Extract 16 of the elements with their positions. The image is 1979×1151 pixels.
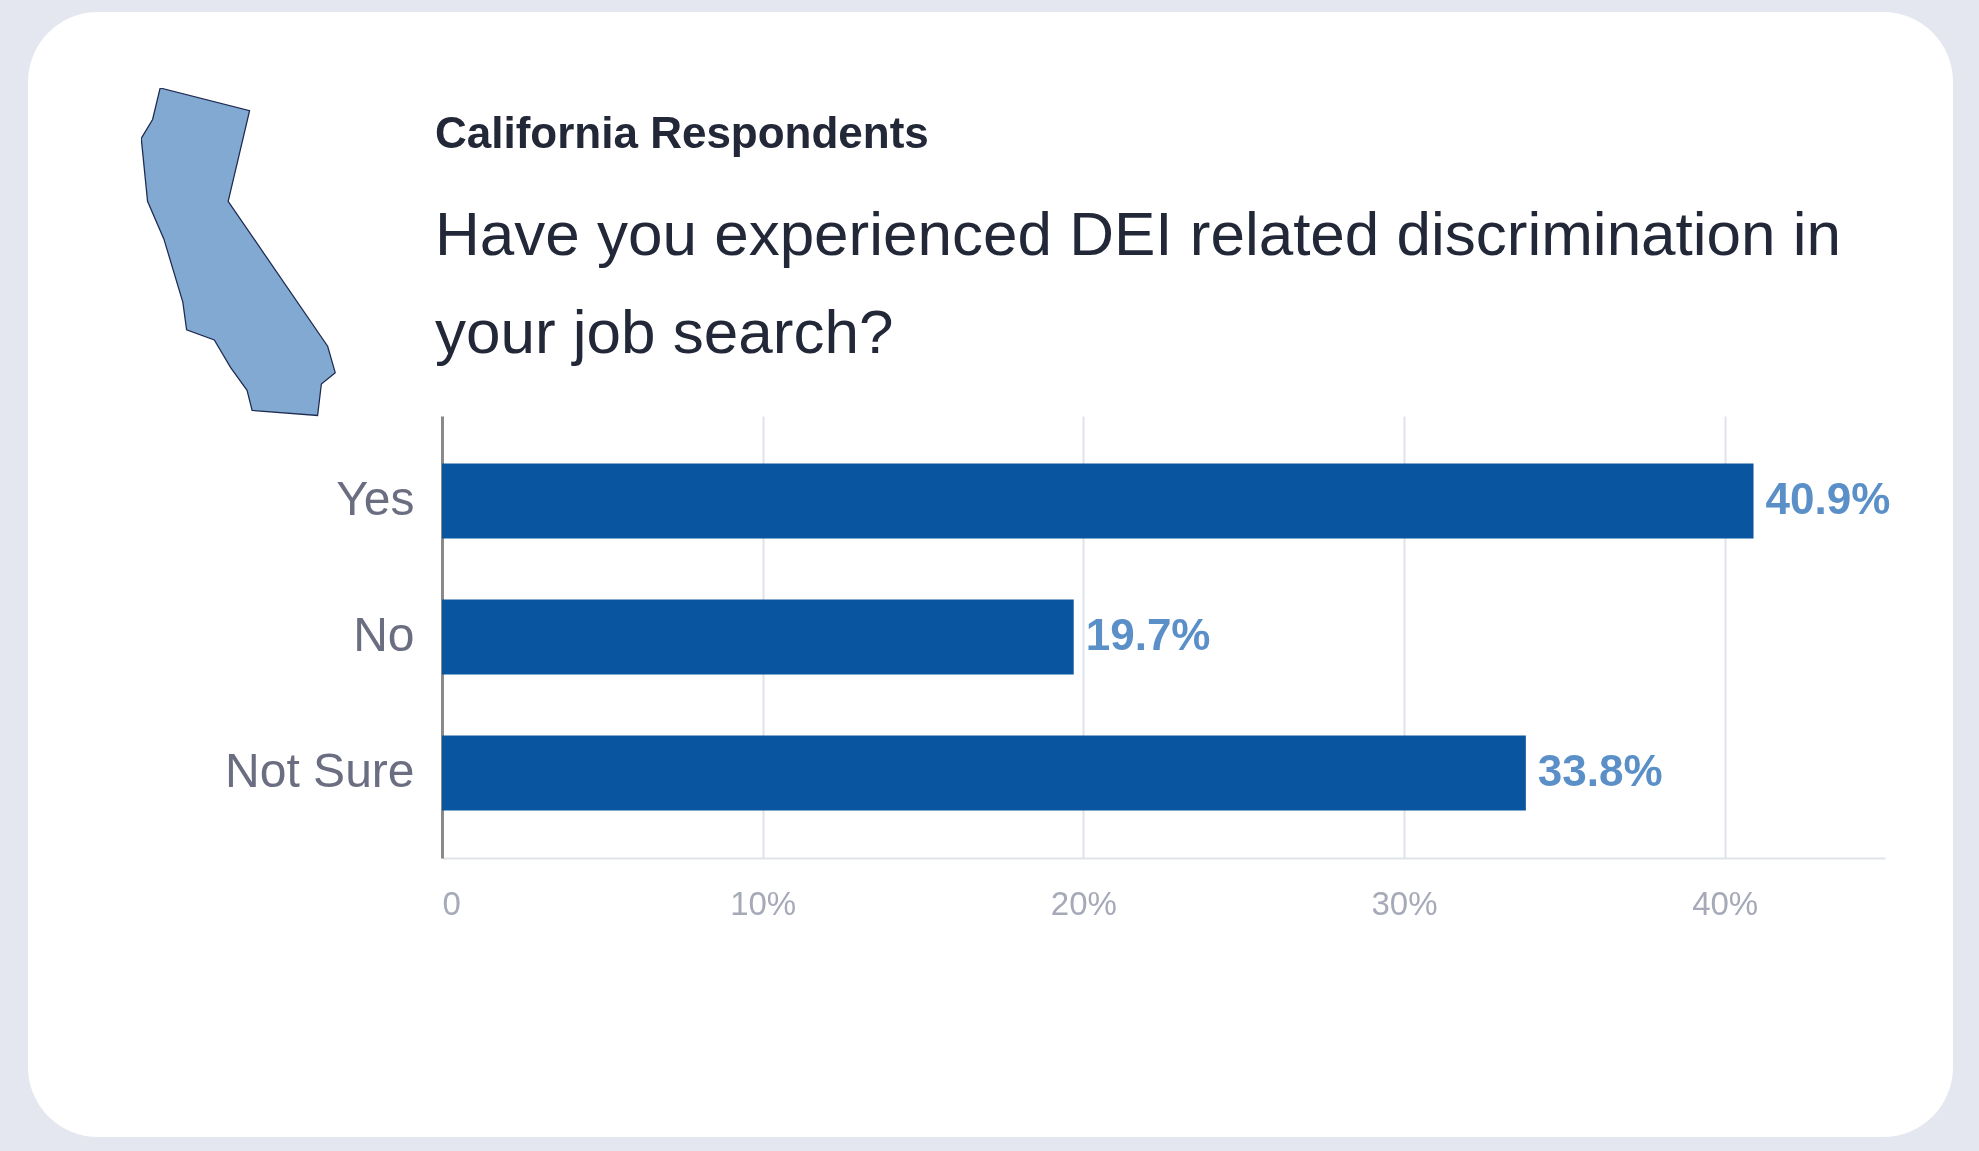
y-tick-label: No	[353, 608, 415, 661]
data-label: 33.8%	[1537, 746, 1663, 795]
x-tick-label: 0	[442, 884, 461, 922]
chart-title: Have you experienced DEI related discrimination in your job search?	[435, 198, 1843, 368]
y-tick-label: Yes	[336, 472, 415, 525]
bar	[442, 735, 1526, 811]
x-tick-label: 20%	[1050, 884, 1117, 922]
data-label: 40.9%	[1765, 474, 1891, 523]
chart-subtitle: California Respondents	[435, 108, 929, 158]
bar	[442, 463, 1754, 539]
y-tick-label: Not Sure	[225, 744, 415, 797]
bar	[442, 599, 1074, 675]
x-tick-label: 40%	[1692, 884, 1759, 922]
x-tick-label: 10%	[730, 884, 797, 922]
data-label: 19.7%	[1085, 610, 1211, 659]
x-tick-label: 30%	[1371, 884, 1438, 922]
